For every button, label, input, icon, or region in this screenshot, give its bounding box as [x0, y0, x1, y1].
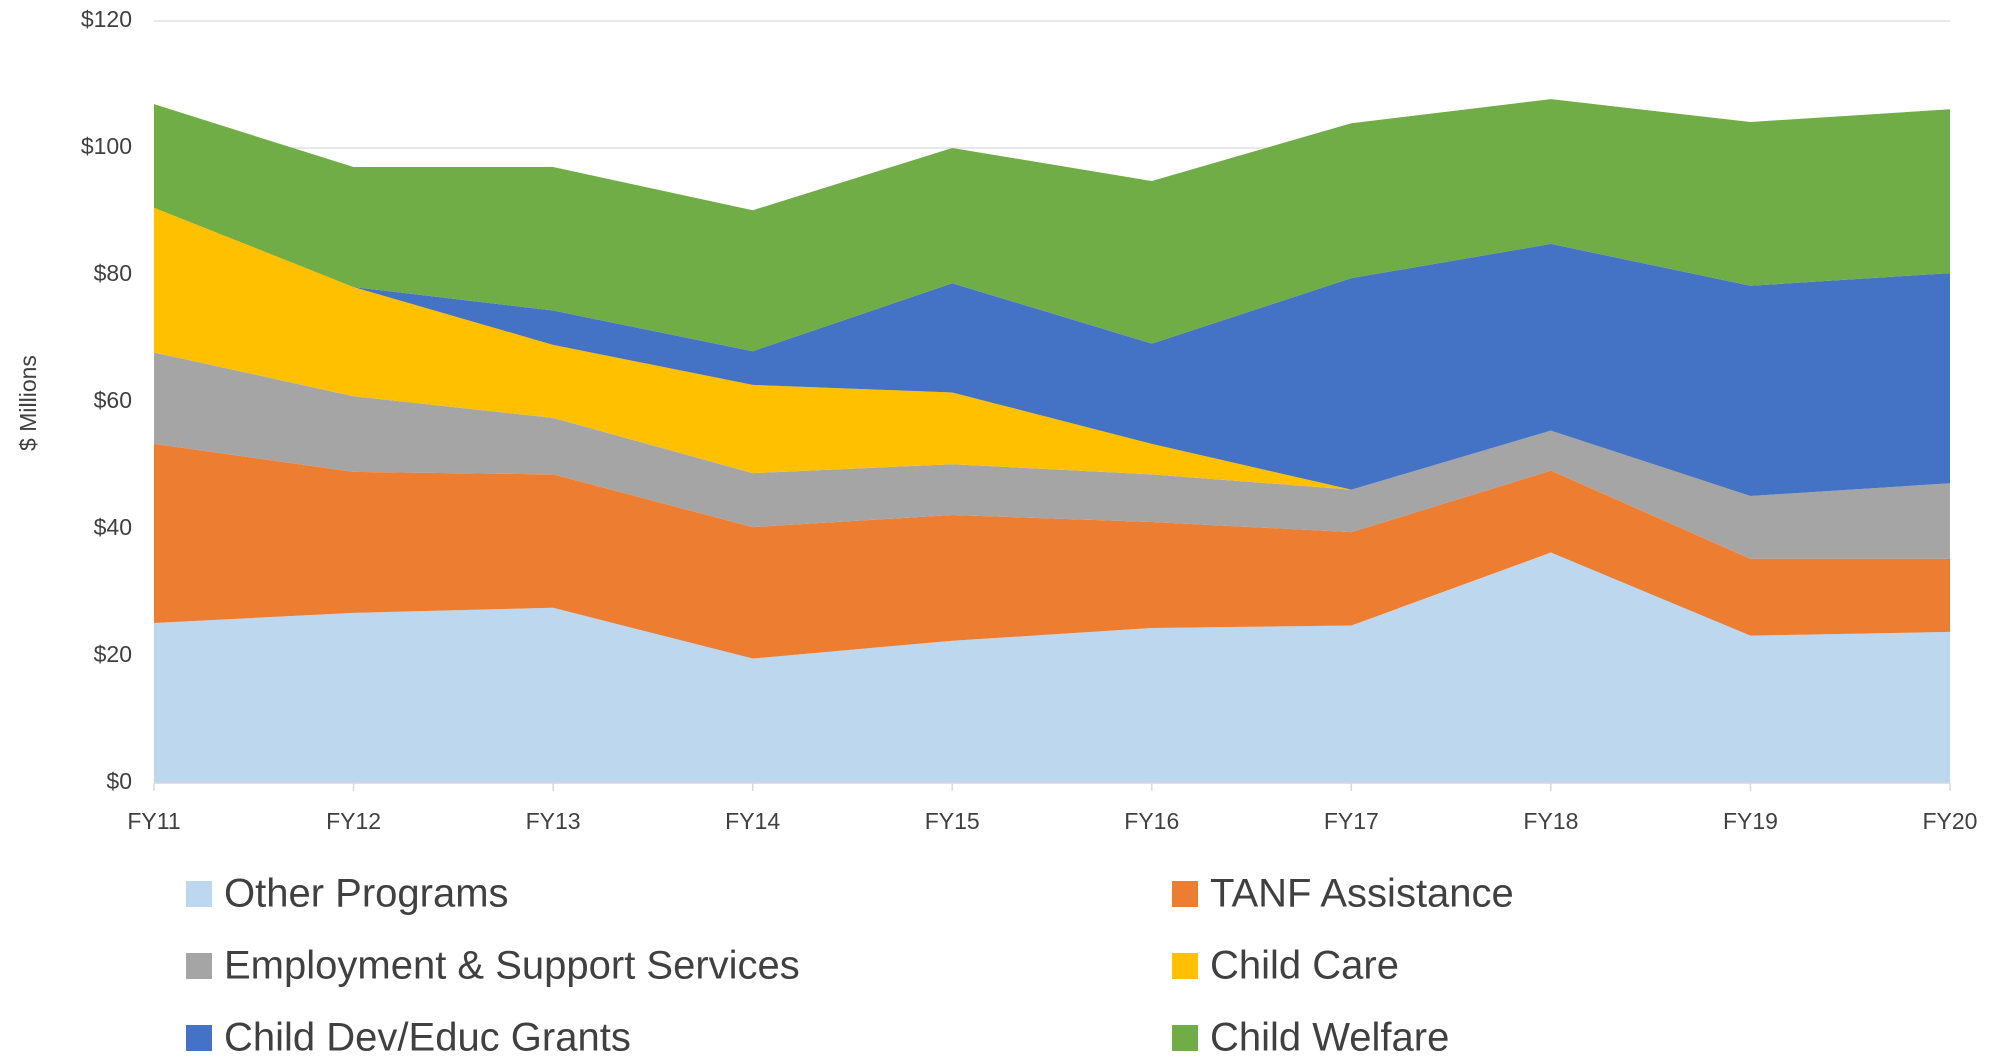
area — [154, 207, 1950, 496]
x-tick-label: FY19 — [1723, 808, 1778, 834]
y-tick-label: $0 — [106, 768, 132, 794]
x-tick-label: FY15 — [925, 808, 980, 834]
y-tick-label: $20 — [94, 641, 132, 667]
x-tick-label: FY12 — [326, 808, 381, 834]
legend-swatch — [1172, 881, 1198, 907]
legend-label: TANF Assistance — [1210, 872, 1514, 916]
legend-label: Employment & Support Services — [224, 944, 800, 988]
y-tick-label: $80 — [94, 260, 132, 286]
y-tick-label: $100 — [81, 133, 132, 159]
legend-swatch — [186, 881, 212, 907]
legend-label: Other Programs — [224, 872, 509, 916]
legend-label: Child Dev/Educ Grants — [224, 1016, 631, 1057]
legend-swatch — [1172, 1025, 1198, 1051]
legend-swatch — [186, 1025, 212, 1051]
x-tick-label: FY16 — [1124, 808, 1179, 834]
x-tick-label: FY14 — [725, 808, 780, 834]
legend-swatch — [1172, 953, 1198, 979]
x-tick-label: FY13 — [526, 808, 581, 834]
area — [154, 207, 1950, 496]
area — [154, 443, 1950, 659]
legend-swatch — [186, 953, 212, 979]
legend-label: Child Welfare — [1210, 1016, 1449, 1057]
legend-label: Child Care — [1210, 944, 1399, 988]
x-tick-label: FY11 — [127, 808, 180, 834]
x-tick-label: FY18 — [1523, 808, 1578, 834]
y-tick-label: $40 — [94, 514, 132, 540]
x-tick-label: FY20 — [1923, 808, 1978, 834]
area — [154, 552, 1950, 783]
area — [154, 99, 1950, 352]
x-tick-label: FY17 — [1324, 808, 1379, 834]
y-tick-label: $120 — [81, 6, 132, 32]
y-tick-label: $60 — [94, 387, 132, 413]
y-axis-title: $ Millions — [15, 355, 41, 451]
area — [154, 352, 1950, 559]
